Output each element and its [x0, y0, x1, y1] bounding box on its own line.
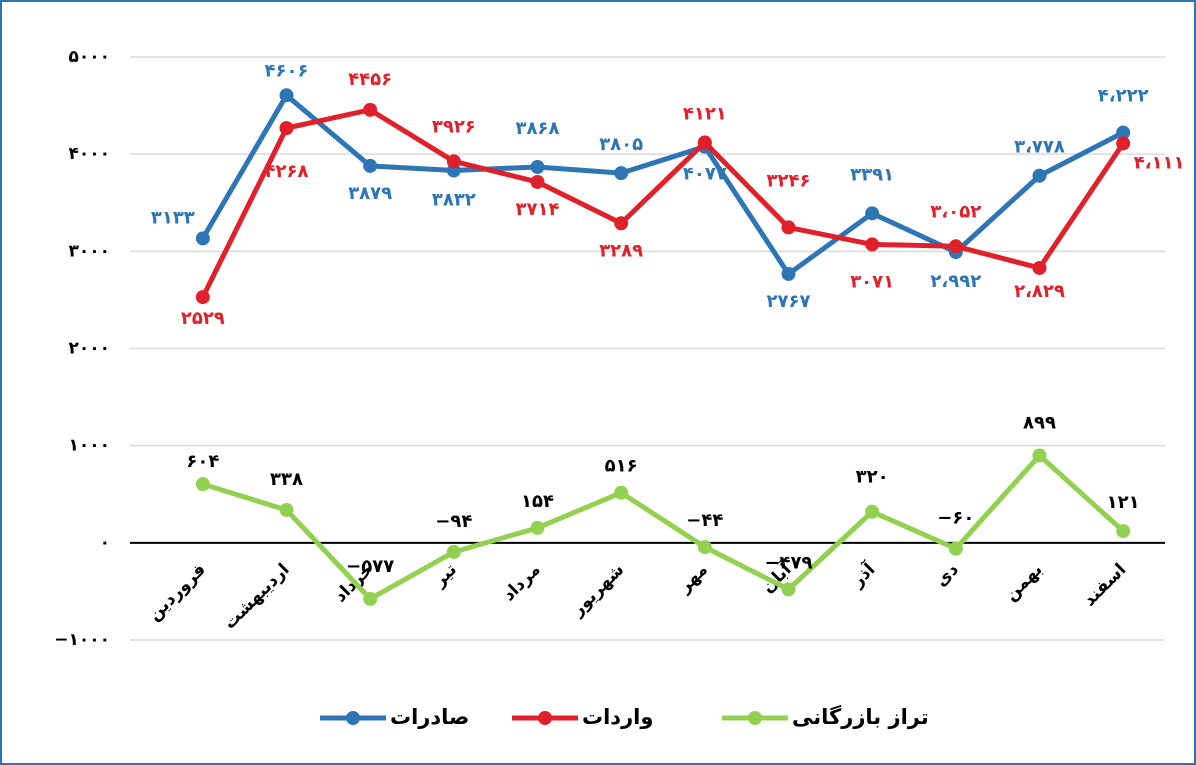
data-label: ۳۱۳۳ [151, 207, 195, 228]
data-point [1032, 448, 1047, 463]
data-point [865, 237, 880, 252]
data-label: −۹۴ [435, 511, 472, 532]
data-point [1116, 125, 1131, 140]
data-label: ۴۶۰۶ [265, 60, 309, 81]
data-point [697, 540, 712, 555]
data-label: ۲۵۲۹ [181, 308, 225, 329]
data-label: ۲۷۶۷ [767, 291, 811, 312]
data-label: ۳۰۷۱ [850, 271, 894, 292]
data-point [614, 485, 629, 500]
data-label: −۵۷۷ [346, 556, 394, 577]
data-label: ۱۵۴ [521, 491, 554, 512]
series-line [200, 92, 1125, 277]
data-point [1116, 136, 1131, 151]
data-label: ۳،۰۵۲ [930, 201, 981, 222]
data-point [1032, 168, 1047, 183]
data-label: ۳۹۲۶ [432, 116, 476, 137]
y-tick-label: ۱۰۰۰ [68, 436, 110, 456]
data-label: ۳۲۸۹ [599, 240, 643, 261]
y-tick-label: −۱۰۰۰ [54, 630, 110, 650]
data-label: ۳۸۳۲ [432, 189, 476, 210]
data-label: −۴۴ [686, 510, 723, 531]
data-label: ۴۰۷۷ [683, 164, 727, 185]
y-tick-label: ۵۰۰۰ [68, 47, 110, 67]
y-tick-label: ۳۰۰۰ [68, 241, 110, 261]
data-point [530, 520, 545, 535]
data-point [195, 477, 210, 492]
data-label: ۴۱۲۱ [683, 103, 727, 124]
data-point [195, 290, 210, 305]
data-label: ۲،۹۹۲ [930, 271, 981, 292]
data-point [614, 166, 629, 181]
legend-label: واردات [582, 705, 653, 729]
data-label: ۴۲۶۸ [265, 161, 309, 182]
data-label: ۶۰۴ [186, 451, 219, 472]
data-label: ۳۲۰ [856, 467, 889, 488]
series-line [200, 107, 1126, 299]
data-label: ۳۸۷۹ [348, 183, 392, 204]
data-label: ۳۸۶۸ [516, 118, 560, 139]
data-label: ۳۷۱۴ [516, 199, 560, 220]
data-point [781, 582, 796, 597]
data-point [279, 121, 294, 136]
data-point [697, 135, 712, 150]
data-point [279, 502, 294, 517]
data-label: ۳۳۹۱ [850, 164, 894, 185]
data-label: ۲،۸۲۹ [1014, 281, 1065, 302]
data-point [530, 159, 545, 174]
data-point [195, 231, 210, 246]
data-label: ۴،۲۲۲ [1098, 86, 1149, 107]
data-point [363, 158, 378, 173]
y-tick-label: ۲۰۰۰ [68, 339, 110, 359]
data-point [363, 591, 378, 606]
data-label: ۴۴۵۶ [348, 69, 392, 90]
legend-marker [346, 711, 360, 725]
data-point [530, 174, 545, 189]
data-label: ۳۳۸ [270, 469, 303, 490]
data-point [614, 216, 629, 231]
data-point [1032, 260, 1047, 275]
legend-label: تراز بازرگانی [792, 704, 929, 729]
data-label: ۴،۱۱۱ [1134, 152, 1185, 173]
data-point [781, 220, 796, 235]
data-point [781, 266, 796, 281]
legend-marker [748, 711, 762, 725]
data-label: ۳۲۴۶ [767, 170, 811, 191]
y-tick-label: ۴۰۰۰ [68, 144, 110, 164]
data-label: −۴۷۹ [764, 552, 812, 573]
y-tick-label: ۰ [100, 533, 110, 553]
data-point [446, 154, 461, 169]
data-label: ۸۹۹ [1023, 412, 1056, 433]
data-point [1116, 524, 1131, 539]
data-label: ۳،۷۷۸ [1014, 137, 1065, 158]
legend-marker [538, 711, 552, 725]
data-label: −۶۰ [937, 508, 974, 529]
data-point [363, 102, 378, 117]
data-point [948, 239, 963, 254]
data-point [446, 544, 461, 559]
data-point [948, 541, 963, 556]
data-point [279, 88, 294, 103]
data-point [865, 206, 880, 221]
data-label: ۳۸۰۵ [599, 134, 643, 155]
data-point [865, 504, 880, 519]
data-label: ۵۱۶ [605, 456, 638, 477]
series-line [202, 452, 1125, 602]
data-label: ۱۲۱ [1107, 492, 1140, 513]
legend-label: صادرات [390, 705, 469, 729]
